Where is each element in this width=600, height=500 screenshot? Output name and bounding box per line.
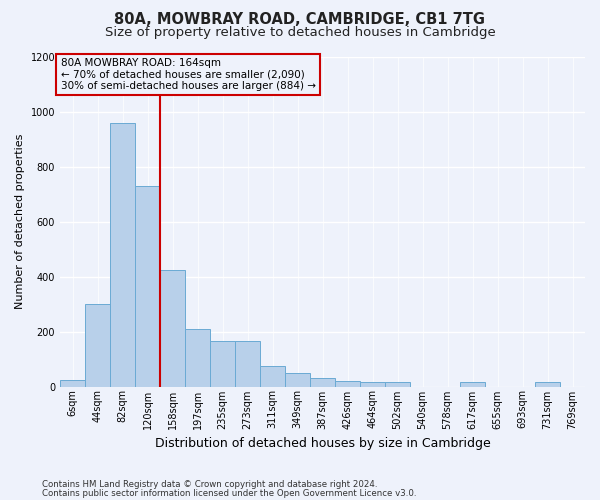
Bar: [85, 304, 110, 386]
Bar: [210, 341, 235, 386]
Bar: [335, 381, 360, 386]
Bar: [160, 270, 185, 386]
Bar: [60, 380, 85, 386]
Text: Contains public sector information licensed under the Open Government Licence v3: Contains public sector information licen…: [42, 489, 416, 498]
Bar: [285, 373, 310, 386]
Bar: [235, 341, 260, 386]
Bar: [260, 366, 285, 386]
Text: 80A MOWBRAY ROAD: 164sqm
← 70% of detached houses are smaller (2,090)
30% of sem: 80A MOWBRAY ROAD: 164sqm ← 70% of detach…: [61, 58, 316, 91]
X-axis label: Distribution of detached houses by size in Cambridge: Distribution of detached houses by size …: [155, 437, 490, 450]
Text: 80A, MOWBRAY ROAD, CAMBRIDGE, CB1 7TG: 80A, MOWBRAY ROAD, CAMBRIDGE, CB1 7TG: [115, 12, 485, 28]
Bar: [360, 382, 385, 386]
Bar: [310, 378, 335, 386]
Text: Size of property relative to detached houses in Cambridge: Size of property relative to detached ho…: [104, 26, 496, 39]
Text: Contains HM Land Registry data © Crown copyright and database right 2024.: Contains HM Land Registry data © Crown c…: [42, 480, 377, 489]
Y-axis label: Number of detached properties: Number of detached properties: [15, 134, 25, 309]
Bar: [185, 329, 210, 386]
Bar: [460, 382, 485, 386]
Bar: [110, 122, 135, 386]
Bar: [385, 382, 410, 386]
Bar: [535, 382, 560, 386]
Bar: [135, 186, 160, 386]
